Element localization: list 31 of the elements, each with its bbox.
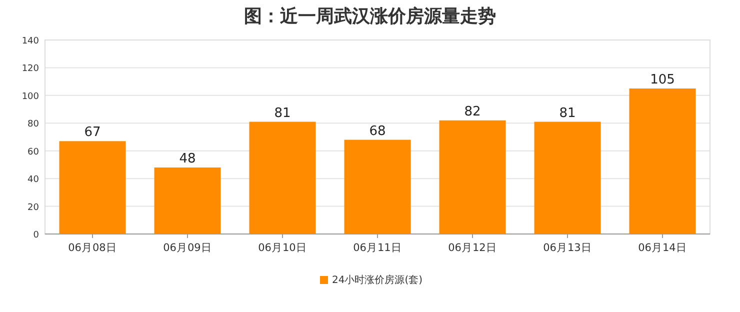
data-label: 81	[274, 106, 291, 121]
x-tick-label: 06月14日	[638, 242, 687, 254]
x-tick-label: 06月13日	[543, 242, 592, 254]
x-tick-label: 06月12日	[448, 242, 497, 254]
y-tick-label: 140	[22, 36, 40, 46]
x-tick-label: 06月11日	[353, 242, 402, 254]
y-tick-label: 40	[28, 175, 40, 186]
y-tick-label: 60	[28, 147, 40, 158]
bar	[439, 120, 506, 234]
y-tick-label: 100	[22, 92, 40, 102]
bar	[249, 122, 316, 234]
legend-label: 24小时涨价房源(套)	[332, 274, 423, 286]
x-tick-label: 06月10日	[258, 242, 307, 254]
data-label: 81	[559, 106, 576, 121]
data-label: 68	[369, 124, 386, 139]
data-label: 48	[179, 151, 196, 166]
bar	[344, 140, 411, 234]
y-tick-label: 80	[28, 120, 40, 130]
data-label: 82	[464, 104, 481, 120]
y-tick-label: 20	[28, 202, 40, 213]
data-label: 105	[650, 72, 675, 88]
chart-title: 图：近一周武汉涨价房源量走势	[244, 6, 496, 27]
y-tick-label: 0	[33, 230, 40, 240]
bar	[154, 167, 221, 234]
bar	[59, 141, 126, 234]
x-tick-label: 06月09日	[163, 242, 212, 254]
bar	[534, 122, 601, 234]
y-tick-label: 120	[22, 64, 40, 74]
x-tick-label: 06月08日	[68, 242, 117, 254]
data-label: 67	[84, 125, 101, 140]
bar	[629, 88, 696, 234]
